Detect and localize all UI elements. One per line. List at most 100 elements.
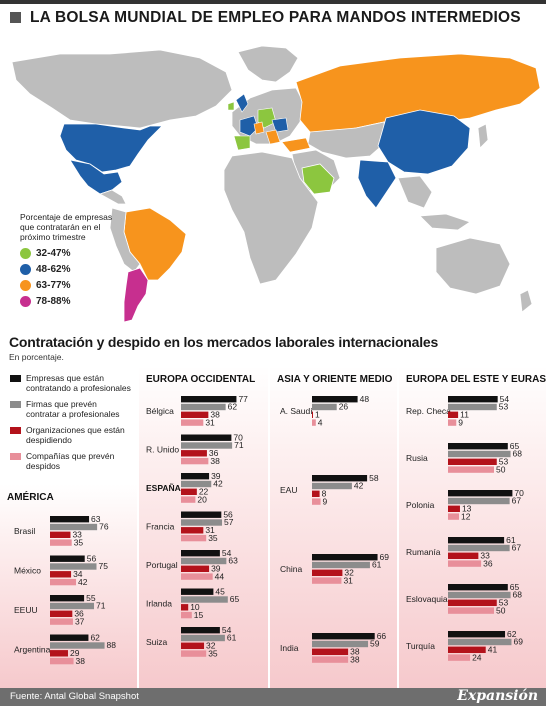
legend-dot-green-icon: [20, 248, 31, 259]
bar-value-2-0-2: 1: [315, 410, 320, 420]
central-america-shape: [99, 189, 127, 205]
bar-0-0-2: [50, 531, 71, 538]
bar-value-3-1-2: 53: [499, 457, 509, 467]
bar-value-2-2-0: 69: [380, 552, 390, 562]
bar-3-3-0: [448, 537, 505, 544]
country-label-3-2: Polonia: [406, 500, 435, 510]
bar-value-3-5-3: 24: [472, 652, 482, 662]
bar-0-1-3: [50, 578, 77, 586]
bar-3-5-1: [448, 638, 512, 646]
bar-3-4-3: [448, 607, 494, 614]
bar-1-6-1: [181, 634, 225, 642]
bar-value-1-0-0: 77: [238, 394, 248, 404]
south-america-rest-shape: [109, 207, 141, 273]
bar-value-3-0-2: 11: [460, 410, 469, 420]
country-label-1-4: Portugal: [146, 560, 178, 570]
bar-value-0-0-3: 35: [74, 537, 84, 547]
bar-value-1-6-2: 32: [206, 641, 216, 651]
bar-value-3-0-0: 54: [500, 394, 510, 404]
southeast-asia-shape: [397, 175, 433, 209]
series-legend-line-1: Empresas que están: [26, 373, 104, 383]
bar-1-1-2: [181, 450, 207, 457]
bar-2-2-1: [312, 561, 370, 569]
bar-value-1-1-1: 71: [234, 440, 244, 450]
bar-value-3-2-1: 67: [512, 496, 522, 506]
bar-0-3-1: [50, 642, 105, 649]
spain-shape: [233, 135, 251, 151]
bar-value-2-3-3: 38: [350, 654, 360, 664]
bar-1-1-0: [181, 434, 232, 441]
footer-source: Fuente: Antal Global Snapshot: [10, 691, 139, 702]
bar-3-1-1: [448, 450, 511, 458]
bar-chart-panel: Empresas que están contratando a profesio…: [0, 366, 546, 688]
bar-2-0-1: [312, 403, 337, 411]
series-legend-swatch-1: [10, 401, 21, 408]
bar-1-2-3: [181, 496, 196, 503]
series-legend-line-2: despidos: [26, 461, 60, 471]
bar-0-2-2: [50, 610, 73, 617]
belgium-shape: [253, 121, 265, 135]
bar-value-1-1-0: 70: [233, 432, 243, 442]
bar-value-2-3-1: 59: [370, 639, 380, 649]
section-title: Contratación y despido en los mercados l…: [9, 334, 439, 350]
bar-value-2-0-3: 4: [318, 417, 323, 427]
bar-value-3-3-1: 67: [512, 543, 522, 553]
bar-3-3-2: [448, 552, 479, 559]
bar-0-3-3: [50, 657, 74, 665]
china-shape: [377, 109, 471, 175]
country-label-1-2: ESPAÑA: [146, 483, 181, 493]
bar-value-3-3-3: 36: [483, 558, 493, 568]
section-subtitle: En porcentaje.: [9, 352, 64, 362]
saudi-arabia-shape: [301, 163, 335, 195]
bar-3-3-3: [448, 560, 482, 567]
bar-2-0-2: [312, 411, 313, 418]
bar-3-5-0: [448, 631, 506, 638]
bar-value-3-1-0: 65: [510, 441, 520, 451]
bar-2-3-1: [312, 640, 369, 648]
bar-0-1-0: [50, 555, 85, 562]
page-title: LA BOLSA MUNDIAL DE EMPLEO PARA MANDOS I…: [30, 9, 521, 26]
region-title-2: ASIA Y ORIENTE MEDIO: [277, 374, 393, 385]
bar-3-1-2: [448, 458, 497, 465]
bar-0-3-2: [50, 650, 68, 657]
bar-value-0-2-0: 55: [86, 593, 96, 603]
country-label-1-5: Irlanda: [146, 598, 172, 608]
bar-value-3-5-0: 62: [507, 629, 517, 639]
country-label-1-0: Bélgica: [146, 406, 174, 416]
japan-shape: [477, 123, 489, 149]
world-map-graphic: [11, 45, 541, 323]
legend-dot-magenta-icon: [20, 296, 31, 307]
country-label-3-4: Eslovaquia: [406, 594, 448, 604]
bar-value-1-3-3: 35: [208, 533, 218, 543]
bar-0-2-3: [50, 618, 73, 625]
series-legend-swatch-0: [10, 375, 21, 382]
bar-1-3-1: [181, 519, 223, 526]
legend-row-2: 48-62%: [20, 262, 140, 277]
bar-value-0-1-1: 75: [99, 561, 109, 571]
france-shape: [239, 115, 259, 137]
title-marker: [10, 12, 21, 23]
bar-1-1-3: [181, 457, 209, 465]
canada-shape: [11, 49, 233, 129]
bar-value-2-3-2: 38: [350, 647, 360, 657]
series-legend-swatch-2: [10, 427, 21, 434]
legend-row-1: 32-47%: [20, 246, 140, 261]
eastern-europe-shape: [271, 117, 289, 133]
bar-1-1-1: [181, 442, 233, 449]
bar-3-2-2: [448, 505, 460, 512]
bar-0-1-1: [50, 563, 97, 570]
bar-value-3-3-0: 61: [506, 535, 516, 545]
bar-1-6-3: [181, 650, 207, 657]
bar-3-0-0: [448, 396, 498, 403]
bar-value-1-4-0: 54: [222, 548, 232, 558]
bar-1-0-2: [181, 411, 209, 418]
bar-0-0-3: [50, 539, 72, 546]
bar-value-0-3-2: 29: [70, 648, 80, 658]
romania-shape: [265, 129, 281, 145]
country-label-0-2: EEUU: [14, 605, 38, 615]
bar-1-3-3: [181, 534, 207, 542]
greenland-shape: [237, 45, 299, 83]
bar-value-3-1-1: 68: [513, 449, 523, 459]
region-title-3: EUROPA DEL ESTE Y EURASIA: [406, 374, 546, 385]
country-label-3-5: Turquía: [406, 641, 435, 651]
